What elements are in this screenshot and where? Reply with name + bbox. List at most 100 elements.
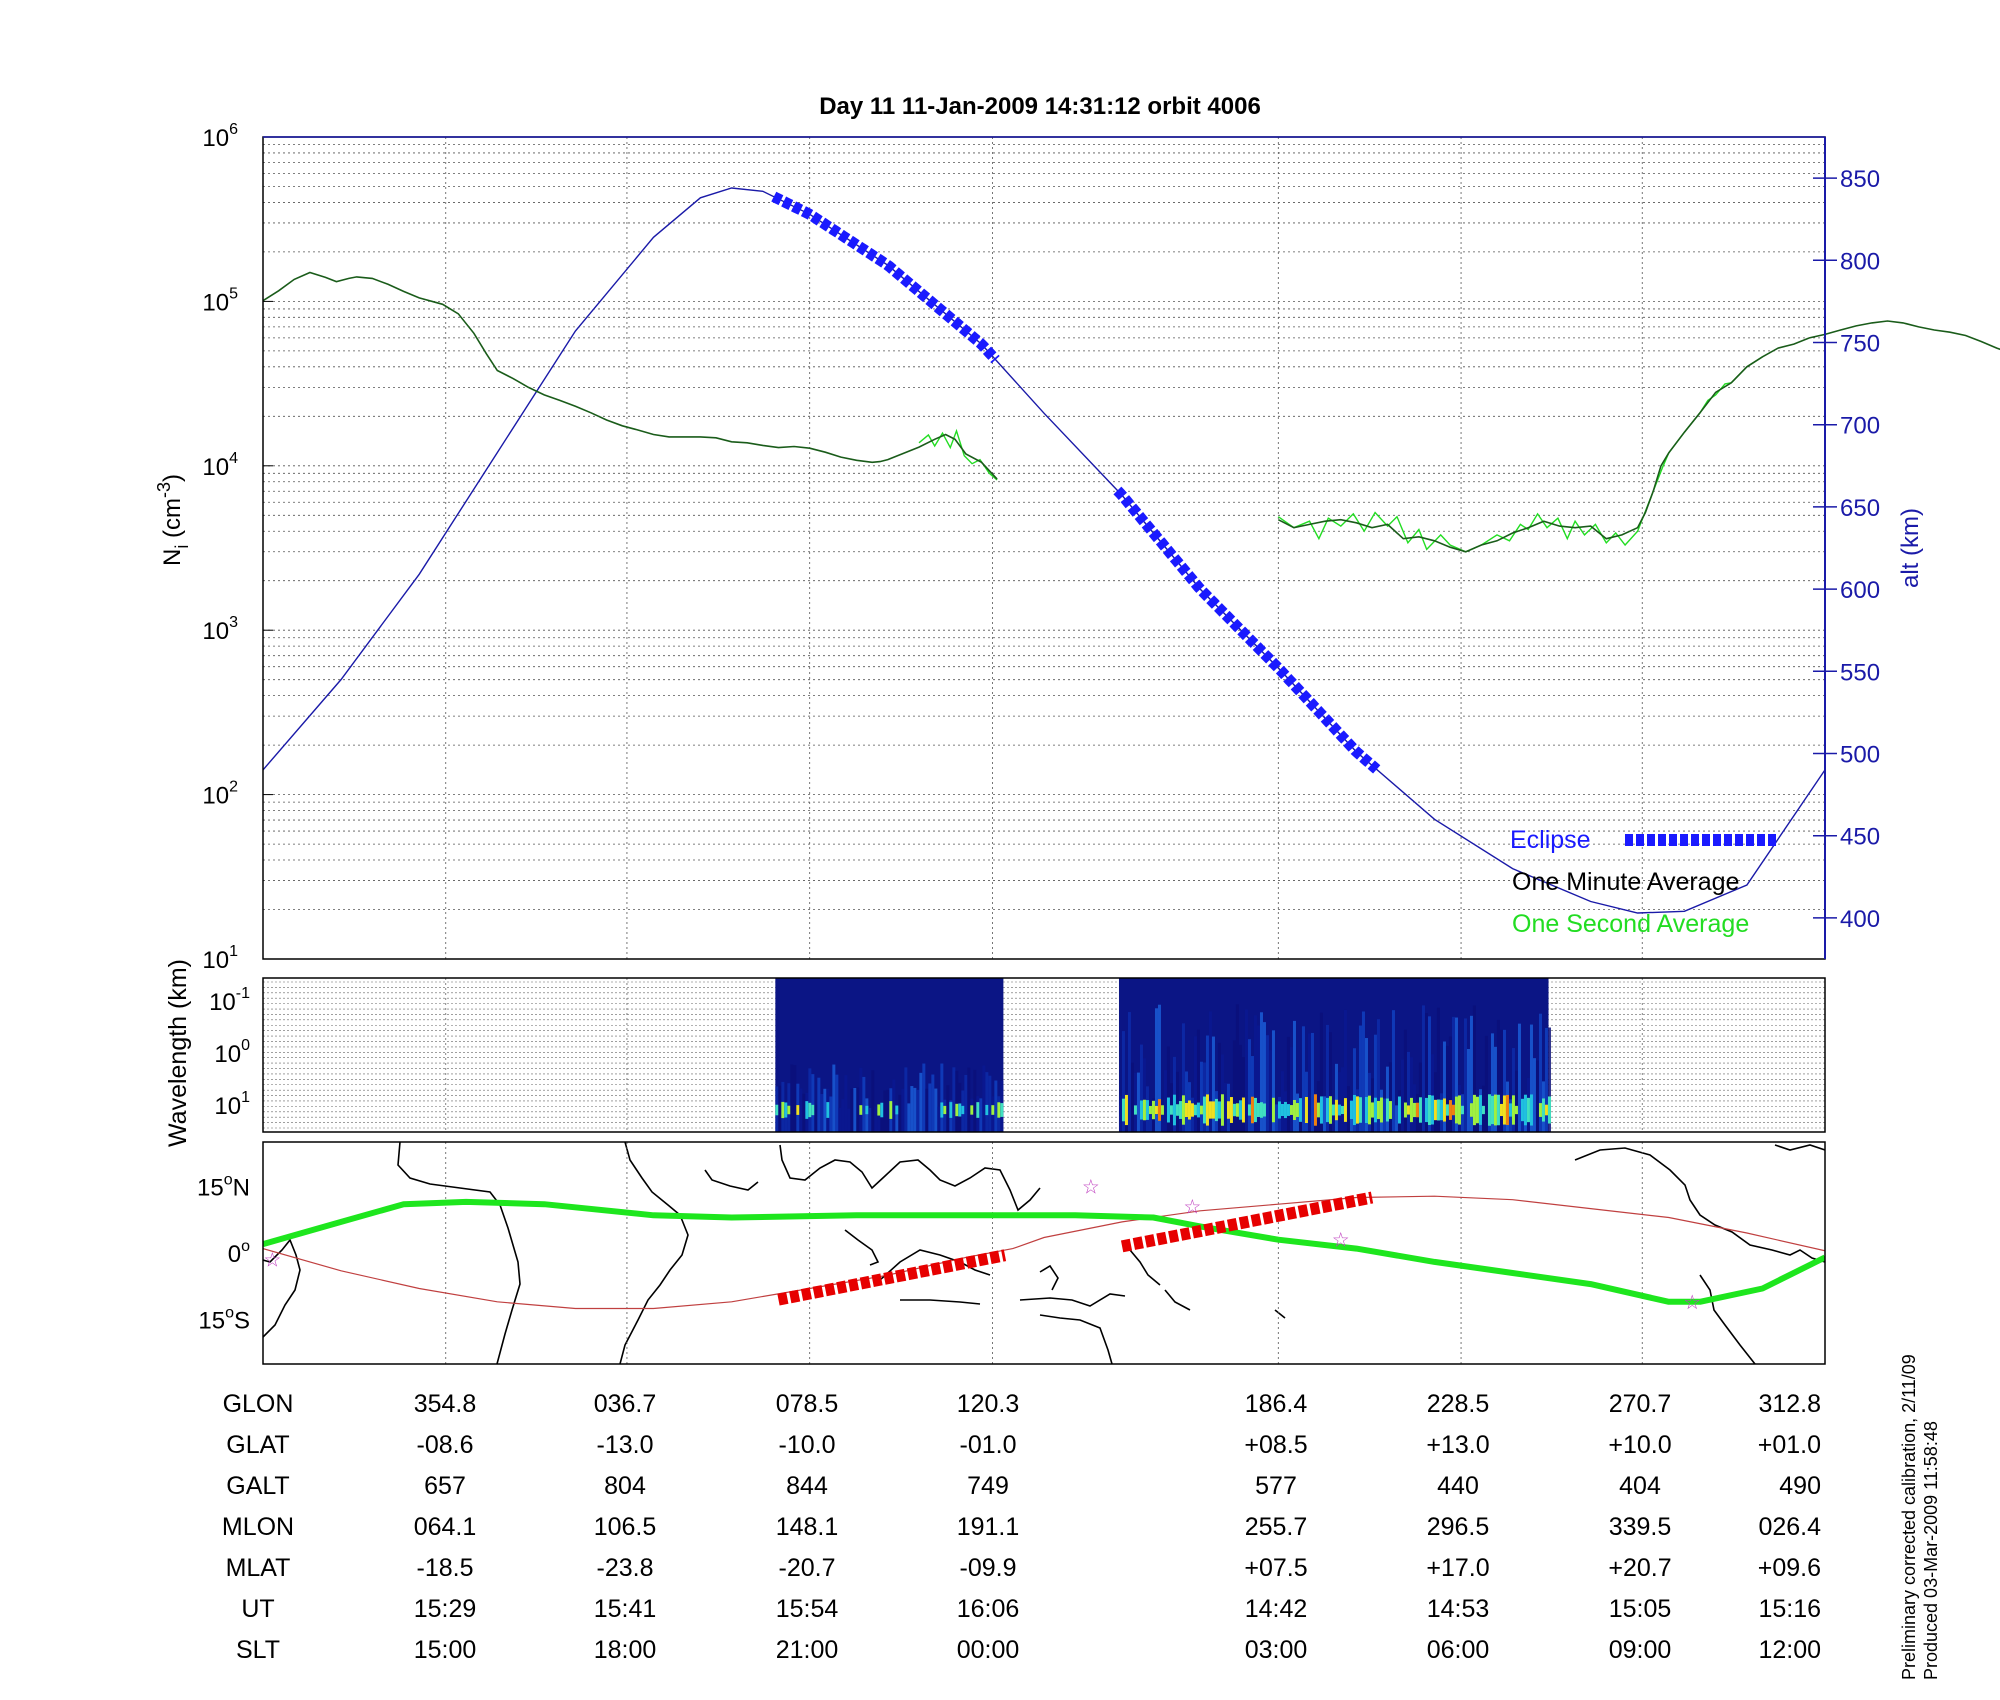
table-cell: 577: [1255, 1472, 1297, 1500]
spectrogram-column: [1493, 1046, 1497, 1132]
table-cell: +08.5: [1244, 1431, 1307, 1459]
altitude-y-axis: 400 450 500 550 600 650 700 750 800 850: [1813, 166, 1880, 933]
table-cell: +10.0: [1608, 1431, 1671, 1459]
spectrogram-column: [1274, 1104, 1278, 1132]
table-row-label-mlat: MLAT: [226, 1554, 291, 1582]
spectrogram-column: [1499, 1029, 1503, 1132]
density-y-tick-label: 103: [202, 614, 238, 645]
spectrogram-column: [919, 1072, 923, 1132]
table-cell: +01.0: [1758, 1431, 1821, 1459]
table-row-label-glat: GLAT: [226, 1431, 289, 1459]
table-cell: -10.0: [779, 1431, 836, 1459]
spectrogram-column: [934, 1088, 938, 1132]
spectrogram-column: [811, 1074, 815, 1132]
spectrogram-column: [1382, 1098, 1386, 1132]
spectrogram-column: [1208, 1011, 1212, 1132]
spectrogram-column: [1118, 1095, 1122, 1132]
spectrogram-hotspot: [958, 1103, 962, 1117]
spectrogram-column: [1253, 1015, 1257, 1132]
spectrogram-hotspot: [1217, 1101, 1221, 1119]
spectrogram-column: [1409, 1057, 1413, 1132]
satellite-ground-track: [263, 1198, 1825, 1305]
spectrogram-hotspot: [811, 1104, 815, 1116]
spectrogram-hotspot: [1487, 1094, 1491, 1126]
table-cell: -23.8: [597, 1554, 654, 1582]
spectrogram-column: [883, 1090, 887, 1132]
spectrogram-column: [1319, 1012, 1323, 1132]
spectrogram-column: [1535, 1060, 1539, 1132]
legend-eclipse-label: Eclipse: [1510, 826, 1591, 854]
spectrogram-column: [1307, 1033, 1311, 1132]
table-cell: 296.5: [1427, 1513, 1490, 1541]
spectrogram-column: [814, 1104, 818, 1132]
spectrogram-column: [829, 1096, 833, 1132]
spectrogram-hotspot: [1226, 1101, 1230, 1119]
spectrogram-hotspot: [1124, 1094, 1128, 1126]
eclipse-ground-track-2: [1120, 1191, 1374, 1253]
spectrogram-column: [1250, 1056, 1254, 1132]
spectrogram-column: [1154, 1008, 1158, 1132]
spectrogram-hotspot: [976, 1102, 980, 1118]
spectrogram-hotspot: [991, 1105, 995, 1115]
table-cell: 148.1: [776, 1513, 839, 1541]
spectrogram-hotspot: [1000, 1103, 1004, 1117]
orbit-curve: [263, 1195, 1825, 1310]
spectrogram-hotspot: [1364, 1096, 1368, 1124]
spectrogram-column: [1157, 1004, 1161, 1132]
spectrogram-column: [1121, 1031, 1125, 1132]
ground-track-gridlines: [445, 1142, 1643, 1364]
spectrogram-hotspot: [1538, 1103, 1542, 1117]
spectrogram-hotspot: [880, 1102, 884, 1118]
spectrogram-column: [1235, 1004, 1239, 1132]
spectrogram-column: [784, 1105, 788, 1132]
spectrogram-hotspot: [1238, 1100, 1242, 1120]
spectrogram-column: [1352, 1048, 1356, 1132]
spectrogram-column: [895, 1105, 899, 1132]
spectrogram-column: [1469, 1015, 1473, 1132]
spectrogram-column: [874, 1106, 878, 1132]
spectrogram-column: [1271, 1030, 1275, 1132]
spectrogram-hotspot: [784, 1102, 788, 1118]
spectrogram-hotspot: [1502, 1095, 1506, 1125]
map-y-tick-label: 15oS: [198, 1305, 250, 1335]
spectrogram-column: [1448, 1036, 1452, 1132]
table-cell: +17.0: [1426, 1554, 1489, 1582]
spectrogram-column: [1262, 1022, 1266, 1132]
spectrogram-hotspot: [1442, 1098, 1446, 1122]
spectrogram-column: [880, 1102, 884, 1132]
spectrogram-column: [1538, 1013, 1542, 1132]
density-y-tick-label: 102: [202, 779, 238, 810]
spectrogram-hotspot: [1403, 1102, 1407, 1118]
spectrogram-column: [1502, 1029, 1506, 1132]
altitude-line: [262, 187, 1826, 914]
one-second-average-line-1: [918, 428, 998, 481]
spectrogram-column: [1259, 1012, 1263, 1132]
spectrogram-column: [1322, 1096, 1326, 1132]
table-cell: -20.7: [779, 1554, 836, 1582]
spectrogram-column: [1430, 1054, 1434, 1132]
spectrogram-hotspot: [1511, 1095, 1515, 1125]
spectrogram-hotspot: [1454, 1096, 1458, 1124]
spectrogram-hotspot: [1523, 1094, 1527, 1126]
spectrogram-hotspot: [1508, 1103, 1512, 1117]
table-cell: -01.0: [960, 1431, 1017, 1459]
table-cell: -09.9: [960, 1554, 1017, 1582]
spectrogram-frame: [262, 977, 1826, 1133]
ground-track-frame: [262, 1141, 1826, 1365]
spectrogram-column: [970, 1098, 974, 1132]
spectrogram-hotspot: [1121, 1098, 1125, 1122]
density-y-tick-label: 106: [202, 121, 238, 152]
spectrogram-column: [1220, 1054, 1224, 1132]
spectrogram-column: [1532, 1058, 1536, 1132]
table-cell: 15:00: [414, 1636, 477, 1664]
altitude-y-tick-label: 800: [1840, 248, 1880, 275]
spectrogram-hotspot: [1337, 1104, 1341, 1116]
spectrogram-column: [913, 1087, 917, 1132]
spectrogram-column: [793, 1065, 797, 1132]
altitude-y-tick-label: 600: [1840, 577, 1880, 604]
table-cell: 657: [424, 1472, 466, 1500]
table-cell: 15:29: [414, 1595, 477, 1623]
spectrogram-hotspot: [1436, 1099, 1440, 1121]
table-cell: -08.6: [417, 1431, 474, 1459]
